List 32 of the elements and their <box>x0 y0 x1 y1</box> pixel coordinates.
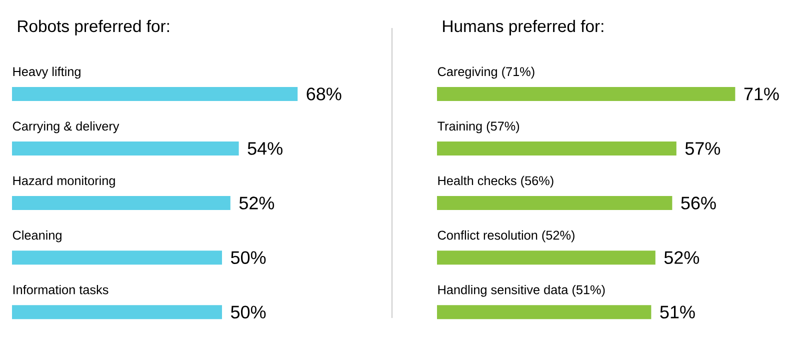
data-label: 50% <box>230 251 266 264</box>
chart-title: Robots preferred for: <box>18 20 169 36</box>
data-label: 50% <box>230 306 266 318</box>
y-tick-label: Hazard monitoring <box>13 176 115 188</box>
bar <box>12 305 222 320</box>
data-label: 56% <box>681 196 716 210</box>
y-tick-label: Cleaning <box>12 230 62 242</box>
y-tick-label: Carrying & delivery <box>12 121 120 134</box>
bar <box>12 196 230 210</box>
y-tick-label: Conflict resolution (52%) <box>438 230 574 242</box>
data-label: 57% <box>685 142 720 155</box>
y-tick-label: Caregiving (71%) <box>438 66 534 79</box>
bar <box>437 86 736 101</box>
bar <box>12 250 222 265</box>
bar <box>437 196 672 210</box>
y-tick-label: Health checks (56%) <box>438 176 554 188</box>
y-tick-label: Information tasks <box>13 284 108 294</box>
bar <box>437 142 676 156</box>
y-tick-label: Handling sensitive data (51%) <box>438 284 605 297</box>
y-tick-label: Training (57%) <box>438 121 520 134</box>
y-tick-label: Heavy lifting <box>13 66 80 79</box>
data-label: 54% <box>248 142 282 155</box>
chart-title: Humans preferred for: <box>443 20 604 36</box>
data-label: 52% <box>239 196 274 210</box>
data-label: 68% <box>306 88 342 100</box>
bar <box>437 305 652 320</box>
bar <box>12 86 298 101</box>
bar <box>12 142 239 156</box>
data-label: 52% <box>664 251 700 264</box>
bar <box>437 250 656 265</box>
data-label: 51% <box>660 306 695 318</box>
data-label: 71% <box>744 88 779 100</box>
